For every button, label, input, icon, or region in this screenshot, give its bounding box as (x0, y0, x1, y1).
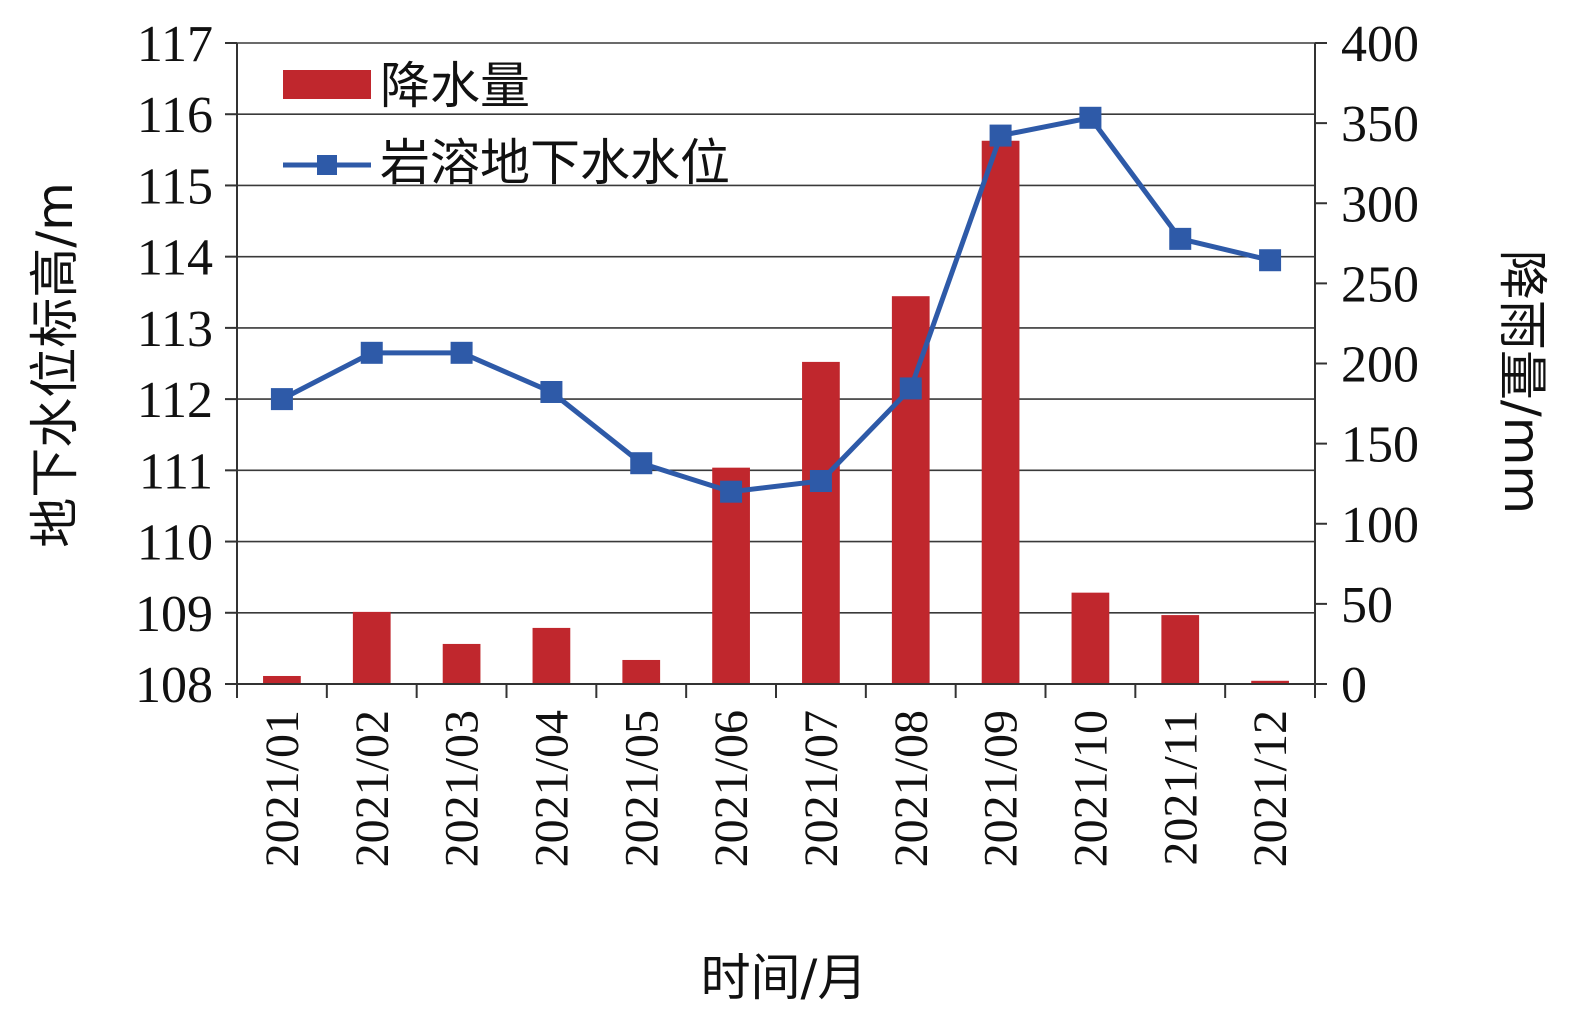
x-tick-2021/12: 2021/12 (1244, 710, 1297, 867)
legend-label-precipitation: 降水量 (380, 57, 530, 115)
y-left-tick-116: 116 (137, 87, 213, 144)
legend: 降水量 岩溶地下水水位 (283, 57, 730, 192)
y-left-tick-115: 115 (137, 158, 213, 215)
gridlines (237, 42, 1315, 685)
y-axis-left-label: 地下水位标高/m (26, 182, 84, 548)
y-left-tick-113: 113 (137, 301, 213, 358)
precipitation-bars (263, 140, 1289, 684)
bar-2021/05 (622, 659, 661, 684)
marker-2021/11 (1169, 227, 1192, 250)
legend-swatch-water-level-marker (317, 155, 337, 175)
bar-2021/09 (981, 140, 1020, 684)
y-right-tick-0: 0 (1341, 657, 1367, 714)
marker-2021/04 (540, 380, 563, 403)
bar-2021/03 (442, 643, 481, 684)
legend-swatch-precipitation (283, 70, 371, 99)
bar-2021/04 (532, 627, 571, 684)
x-tick-2021/08: 2021/08 (885, 710, 938, 867)
x-tick-2021/09: 2021/09 (975, 710, 1028, 867)
marker-2021/03 (450, 341, 473, 364)
y-left-tick-114: 114 (137, 230, 213, 287)
water-level-line (280, 115, 1271, 495)
bar-2021/08 (891, 296, 930, 684)
x-tick-2021/06: 2021/06 (705, 710, 758, 867)
marker-2021/02 (360, 341, 383, 364)
x-tick-2021/05: 2021/05 (615, 710, 668, 867)
marker-2021/05 (630, 452, 653, 475)
bar-2021/10 (1071, 592, 1110, 684)
y-right-tick-300: 300 (1341, 176, 1419, 233)
bar-2021/02 (352, 611, 391, 684)
legend-label-water-level: 岩溶地下水水位 (380, 134, 730, 192)
y-right-tick-200: 200 (1341, 337, 1419, 394)
y-left-tick-110: 110 (137, 515, 213, 572)
y-left-tick-108: 108 (135, 657, 213, 714)
marker-2021/09 (989, 124, 1012, 147)
y-right-tick-150: 150 (1341, 417, 1419, 474)
x-tick-2021/01: 2021/01 (256, 710, 309, 867)
y-axis-right-label: 降雨量/mm (1493, 250, 1551, 514)
bar-2021/07 (802, 361, 840, 684)
axes (225, 42, 1327, 698)
x-axis-label: 时间/月 (701, 949, 868, 1007)
bar-2021/12 (1251, 680, 1289, 684)
marker-2021/12 (1259, 249, 1282, 272)
x-tick-2021/04: 2021/04 (525, 710, 578, 867)
y-right-tick-100: 100 (1341, 497, 1419, 554)
tick-labels: 108 109 110 111 112 113 114 115 116 117 0 50 100 150 2… (135, 16, 1419, 867)
bar-2021/11 (1161, 615, 1200, 684)
x-tick-2021/03: 2021/03 (436, 710, 489, 867)
x-tick-2021/02: 2021/02 (346, 710, 399, 867)
y-right-tick-50: 50 (1341, 577, 1393, 634)
water-level-line-series (270, 106, 1282, 503)
x-tick-2021/11: 2021/11 (1154, 710, 1207, 866)
x-tick-2021/07: 2021/07 (795, 710, 848, 867)
marker-2021/06 (720, 480, 743, 503)
y-right-tick-400: 400 (1341, 16, 1419, 73)
y-left-tick-117: 117 (137, 16, 213, 73)
marker-2021/08 (899, 377, 922, 400)
x-tick-2021/10: 2021/10 (1064, 710, 1117, 867)
marker-2021/10 (1079, 106, 1102, 129)
marker-2021/01 (270, 388, 293, 411)
y-left-tick-109: 109 (135, 586, 213, 643)
y-right-tick-250: 250 (1341, 256, 1419, 313)
y-left-tick-112: 112 (137, 372, 213, 429)
bar-2021/06 (712, 467, 750, 684)
y-right-tick-350: 350 (1341, 96, 1419, 153)
marker-2021/07 (809, 470, 832, 493)
y-left-tick-111: 111 (139, 443, 213, 500)
bar-2021/01 (263, 675, 301, 684)
